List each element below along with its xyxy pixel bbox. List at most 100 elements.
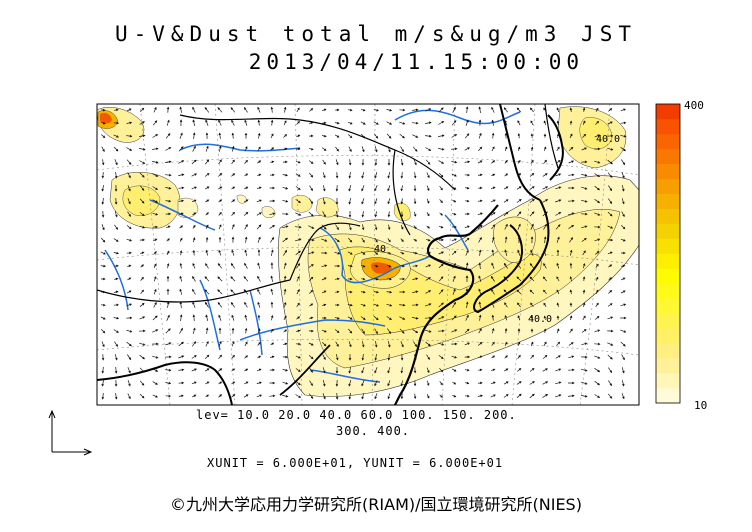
wind-arrow	[620, 290, 626, 294]
wind-arrow	[425, 147, 432, 151]
wind-arrow	[465, 381, 470, 385]
wind-arrow	[491, 355, 496, 359]
wind-arrow	[152, 225, 158, 229]
wind-arrow	[438, 251, 444, 255]
wind-arrow	[309, 367, 314, 373]
wind-arrow	[348, 277, 353, 281]
wind-arrow	[270, 106, 274, 113]
wind-arrow	[166, 301, 170, 308]
wind-arrow	[438, 289, 444, 295]
wind-arrow	[373, 121, 379, 125]
wind-arrow	[231, 381, 236, 385]
wind-arrow	[347, 134, 353, 139]
wind-arrow	[192, 262, 196, 269]
wind-arrow	[127, 367, 131, 374]
wind-arrow	[179, 106, 182, 113]
wind-arrow	[478, 106, 481, 113]
wind-arrow	[205, 327, 209, 334]
wind-arrow	[426, 225, 430, 229]
wind-arrow	[516, 381, 522, 385]
wind-arrow	[283, 262, 287, 269]
wind-arrow	[282, 186, 289, 190]
wind-arrow	[374, 158, 378, 166]
wind-arrow	[530, 236, 534, 244]
wind-arrow	[153, 288, 157, 295]
wind-arrow	[114, 366, 118, 374]
wind-arrow	[243, 106, 248, 113]
wind-arrow	[322, 159, 326, 165]
wind-arrow	[542, 381, 549, 385]
wind-arrow	[542, 276, 547, 282]
wind-arrow	[386, 133, 392, 139]
wind-arrow	[530, 133, 534, 139]
wind-arrow	[140, 264, 144, 268]
wind-arrow	[231, 211, 236, 216]
wind-arrow	[387, 380, 391, 387]
wind-arrow	[348, 146, 352, 153]
wind-arrow	[270, 275, 273, 282]
wind-arrow	[568, 186, 575, 190]
wind-arrow	[139, 393, 145, 399]
wind-arrow	[139, 198, 145, 204]
wind-arrow	[335, 367, 339, 374]
wind-arrow	[179, 237, 183, 242]
wind-arrow	[438, 134, 445, 137]
wind-arrow	[231, 145, 235, 152]
wind-arrow	[282, 199, 289, 203]
wind-arrow	[126, 238, 133, 242]
wind-arrow	[282, 237, 288, 243]
wind-arrow	[165, 368, 172, 372]
wind-arrow	[555, 381, 562, 385]
wind-arrow	[101, 392, 105, 400]
wind-arrow	[607, 354, 613, 360]
wind-arrow	[309, 316, 314, 320]
wind-arrow	[309, 172, 314, 178]
wind-arrow	[373, 290, 379, 294]
wind-arrow	[334, 329, 340, 333]
wind-arrow	[491, 132, 495, 139]
wind-arrow	[257, 355, 262, 359]
wind-arrow	[127, 185, 131, 192]
wind-arrow	[438, 329, 445, 333]
wind-arrow	[477, 342, 483, 346]
wind-arrow	[101, 380, 104, 387]
wind-arrow	[191, 381, 197, 385]
wind-arrow	[231, 159, 235, 165]
wind-arrow	[165, 394, 172, 398]
contour-levels-cont: 300. 400.	[336, 424, 411, 438]
colorbar	[656, 104, 680, 404]
wind-arrow	[361, 146, 365, 153]
wind-arrow	[451, 238, 457, 242]
wind-arrow	[217, 289, 223, 295]
wind-arrow	[127, 277, 132, 281]
wind-arrow	[178, 173, 185, 176]
wind-arrow	[387, 146, 391, 153]
wind-arrow	[620, 341, 626, 347]
wind-arrow	[151, 342, 159, 346]
wind-arrow	[270, 160, 275, 164]
wind-arrow	[477, 173, 483, 177]
wind-arrow	[594, 173, 601, 177]
wind-arrow	[478, 186, 483, 190]
wind-arrow	[308, 276, 314, 281]
wind-arrow	[308, 342, 314, 346]
wind-arrow	[504, 328, 508, 334]
wind-arrow	[256, 212, 262, 216]
wind-arrow	[556, 289, 560, 295]
wind-arrow	[113, 303, 119, 307]
wind-arrow	[374, 367, 378, 374]
wind-arrow	[114, 211, 118, 218]
wind-arrow	[374, 171, 378, 179]
wind-arrow	[530, 223, 534, 230]
wind-arrow	[244, 146, 248, 152]
wind-arrow	[335, 185, 339, 192]
wind-arrow	[517, 159, 521, 164]
wind-arrow	[347, 251, 353, 255]
wind-arrow	[582, 250, 586, 256]
wind-arrow	[438, 342, 445, 346]
wind-arrow	[555, 224, 561, 230]
wind-arrow	[556, 341, 561, 347]
wind-arrow	[452, 212, 457, 216]
wind-arrow	[491, 173, 496, 177]
wind-arrow	[594, 342, 601, 346]
